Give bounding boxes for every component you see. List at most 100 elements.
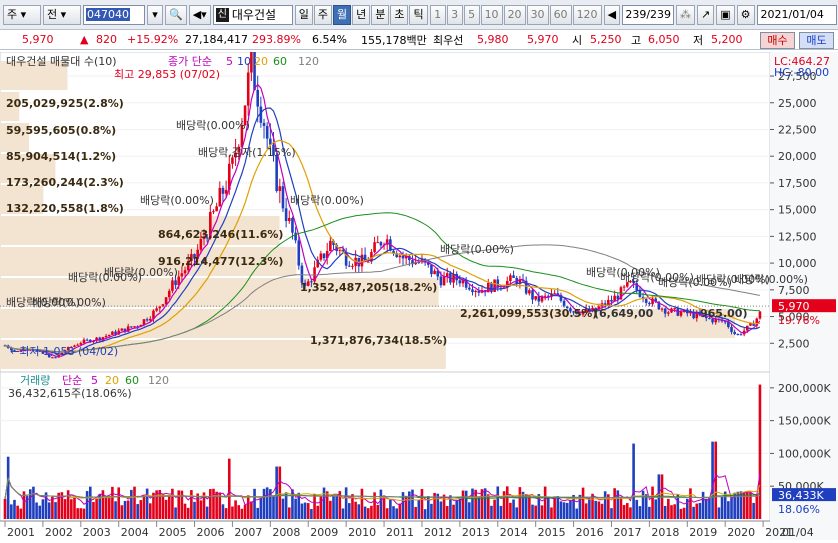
volume-bar	[430, 503, 433, 519]
volume-bar	[117, 487, 121, 519]
scroll-left-button[interactable]: ◀	[603, 4, 621, 25]
bar-count-field[interactable]: 239/239	[622, 4, 675, 25]
volume-bar	[57, 492, 60, 519]
period-button-4[interactable]: 분	[371, 4, 390, 25]
candle-body	[490, 282, 493, 292]
volume-bar	[404, 495, 408, 519]
candle-body	[404, 255, 408, 259]
buy-button[interactable]: 매수	[760, 32, 795, 49]
search-icon[interactable]: 🔍	[165, 4, 187, 25]
volume-bar	[464, 490, 468, 519]
interval-button-10[interactable]: 10	[480, 4, 503, 25]
candle-body	[221, 187, 225, 194]
candle-body	[420, 258, 424, 263]
volume-bar	[692, 506, 695, 519]
tile-icon[interactable]: ⁂	[676, 4, 696, 25]
price-tick-label: 25,000	[778, 97, 817, 110]
candle-body	[291, 217, 294, 233]
candle-body	[269, 138, 272, 145]
interval-button-1[interactable]: 1	[429, 4, 446, 25]
stock-code-input[interactable]: 047040	[83, 4, 145, 25]
interval-button-3[interactable]: 3	[446, 4, 463, 25]
interval-button-20[interactable]: 20	[503, 4, 526, 25]
volume-bar	[256, 507, 260, 519]
candle-body	[439, 276, 443, 286]
candle-body	[692, 312, 695, 319]
candle-body	[338, 249, 342, 252]
candle-body	[749, 323, 752, 326]
candle-body	[657, 301, 661, 310]
volume-bar	[70, 499, 73, 519]
candle-body	[648, 302, 651, 305]
volume-bar	[133, 486, 136, 519]
candle-body	[300, 265, 304, 283]
interval-button-120[interactable]: 120	[572, 4, 602, 25]
candle-body	[142, 319, 146, 326]
gear-icon[interactable]: ⚙	[736, 4, 755, 25]
change-percent: +15.92%	[127, 33, 179, 46]
volume-bar	[597, 501, 601, 519]
volume-bar	[468, 502, 471, 519]
volume-bar	[237, 505, 241, 519]
candle-body	[227, 163, 231, 190]
period-button-1[interactable]: 주	[313, 4, 332, 25]
volume-last-value: 36,432,615주(18.06%)	[8, 387, 132, 400]
volume-bar	[332, 495, 335, 519]
volume-bar	[101, 490, 105, 519]
volume-bar	[708, 497, 711, 519]
volume-bar	[499, 505, 503, 519]
volume-bar	[38, 505, 42, 519]
volume-bar	[746, 492, 749, 519]
period-button-0[interactable]: 일	[294, 4, 313, 25]
volume-bar	[730, 497, 733, 519]
date-field[interactable]: 2021/01/04	[756, 4, 837, 25]
speaker-icon[interactable]: ◀▾	[188, 4, 211, 25]
volume-bar	[32, 486, 35, 519]
candle-body	[243, 105, 247, 125]
volume-bar	[565, 502, 569, 519]
candle-body	[543, 295, 547, 297]
price-ma-period-5: 5	[226, 55, 233, 68]
volume-bar	[66, 490, 70, 519]
volume-bar	[727, 501, 730, 519]
chart-area[interactable]: 27,500 25,000 22,500 20,000 17,500 15,000 12,5…	[0, 39, 838, 540]
candle-body	[711, 318, 714, 323]
volume-bar	[88, 486, 92, 519]
type-select[interactable]: 전 ▾	[43, 4, 81, 25]
save-icon[interactable]: ▣	[716, 4, 735, 25]
market-select[interactable]: 주 ▾	[3, 4, 41, 25]
volume-bar	[149, 503, 152, 519]
candle-body	[240, 124, 244, 147]
candle-body	[332, 240, 335, 246]
interval-button-30[interactable]: 30	[526, 4, 549, 25]
period-button-2[interactable]: 월	[332, 4, 352, 25]
candle-body	[120, 328, 124, 331]
candle-body	[319, 253, 323, 260]
volume-bar	[540, 505, 544, 519]
stock-name-field[interactable]: 신 대우건설	[212, 4, 293, 25]
candle-body	[167, 290, 171, 298]
volume-bar	[111, 486, 114, 519]
stock-chart[interactable]: 27,500 25,000 22,500 20,000 17,500 15,000 12,5…	[0, 39, 838, 540]
code-dropdown-button[interactable]: ▾	[147, 4, 163, 25]
volume-bar	[363, 506, 367, 519]
volume-bar	[167, 496, 171, 519]
candle-body	[224, 189, 228, 194]
candle-body	[275, 155, 278, 191]
volume-bar	[679, 508, 683, 519]
volume-bar	[265, 487, 269, 519]
interval-button-60[interactable]: 60	[549, 4, 572, 25]
interval-button-5[interactable]: 5	[463, 4, 480, 25]
volume-bar	[234, 500, 237, 519]
turnover-value: 6.54%	[312, 33, 347, 46]
period-button-6[interactable]: 틱	[409, 4, 428, 25]
candle-body	[281, 186, 285, 209]
period-button-3[interactable]: 년	[352, 4, 371, 25]
period-button-5[interactable]: 초	[390, 4, 409, 25]
sell-button[interactable]: 매도	[799, 32, 834, 49]
volume-tick-label: 200,000K	[778, 382, 831, 395]
indicator-icon[interactable]: ↗	[697, 4, 715, 25]
volume-bar	[493, 499, 496, 519]
volume-bar	[259, 498, 263, 519]
candle-body	[392, 250, 395, 254]
